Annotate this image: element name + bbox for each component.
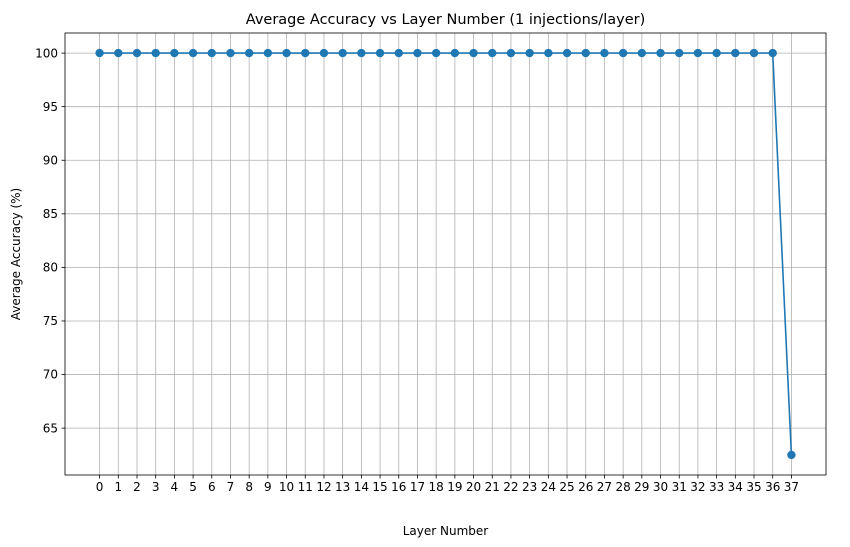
data-point [525,48,534,58]
y-tick-label: 95 [43,100,58,114]
x-tick-label: 17 [410,480,425,494]
y-tick-label: 85 [43,207,58,221]
x-tick-label: 13 [335,480,350,494]
x-tick-label: 20 [466,480,481,494]
x-tick-label: 31 [672,480,687,494]
y-tick-label: 80 [43,261,58,275]
x-tick-label: 36 [765,480,780,494]
data-point [488,48,497,58]
data-point [749,48,759,58]
x-tick-label: 1 [114,480,122,494]
x-tick-label: 9 [264,480,272,494]
x-tick-label: 28 [615,480,630,494]
data-point [319,48,329,58]
x-tick-label: 35 [746,480,761,494]
x-tick-label: 11 [298,480,313,494]
y-tick-label: 70 [43,368,58,382]
x-tick-label: 19 [447,480,462,494]
data-point [170,48,179,58]
data-point [301,48,310,58]
data-point [431,48,441,58]
data-point [188,48,198,58]
data-point [450,48,460,58]
data-point [394,48,403,58]
x-tick-label: 22 [503,480,518,494]
y-axis-label: Average Accuracy (%) [9,188,23,320]
x-axis-ticks: 0 1 2 3 4 5 6 7 8 9 10 11 12 13 14 15 16 17 18 19 20 21 22 23 24… [96,475,799,494]
data-point [675,48,684,58]
data-point [263,48,273,58]
data-point [244,48,254,58]
y-axis-ticks: 65 70 75 80 85 90 95 100 [35,46,65,435]
x-tick-label: 4 [171,480,179,494]
x-tick-label: 10 [279,480,294,494]
x-axis-label: Layer Number [403,524,489,538]
x-tick-label: 29 [634,480,649,494]
data-point [768,48,777,58]
data-point [787,450,796,460]
x-tick-label: 16 [391,480,406,494]
x-tick-label: 37 [784,480,799,494]
x-tick-label: 8 [245,480,253,494]
x-tick-label: 27 [597,480,612,494]
grid-lines [65,33,826,475]
data-point [506,48,516,58]
y-tick-label: 90 [43,153,58,167]
data-point [151,48,160,58]
data-point [375,48,385,58]
x-tick-label: 25 [559,480,574,494]
x-tick-label: 18 [429,480,444,494]
data-point [469,48,478,58]
x-tick-label: 21 [485,480,500,494]
x-tick-label: 15 [372,480,387,494]
x-tick-label: 30 [653,480,668,494]
data-point [132,48,142,58]
x-tick-label: 32 [690,480,705,494]
data-point [581,48,590,58]
data-point [413,48,422,58]
data-point [637,48,647,58]
x-tick-label: 3 [152,480,160,494]
x-tick-label: 12 [316,480,331,494]
data-point [226,48,235,58]
x-tick-label: 7 [227,480,235,494]
x-tick-label: 6 [208,480,216,494]
y-tick-label: 100 [35,46,58,60]
data-point [712,48,721,58]
x-tick-label: 5 [189,480,197,494]
data-point [731,48,740,58]
data-point [207,48,216,58]
chart-title: Average Accuracy vs Layer Number (1 inje… [246,12,645,28]
y-tick-label: 65 [43,421,58,435]
x-tick-label: 34 [728,480,743,494]
x-tick-label: 0 [96,480,104,494]
data-point [656,48,665,58]
data-point [544,48,553,58]
plot-area-frame [64,32,827,476]
data-point [562,48,572,58]
x-tick-label: 24 [541,480,556,494]
data-point [618,48,628,58]
x-tick-label: 26 [578,480,593,494]
data-point [114,48,123,58]
y-tick-label: 75 [43,314,58,328]
data-point [282,48,291,58]
data-series [95,48,796,460]
x-tick-label: 2 [133,480,141,494]
x-tick-label: 14 [354,480,369,494]
x-tick-label: 23 [522,480,537,494]
x-tick-label: 33 [709,480,724,494]
data-point [95,48,104,58]
data-point [693,48,703,58]
data-point [338,48,347,58]
data-point [357,48,366,58]
data-point [600,48,609,58]
